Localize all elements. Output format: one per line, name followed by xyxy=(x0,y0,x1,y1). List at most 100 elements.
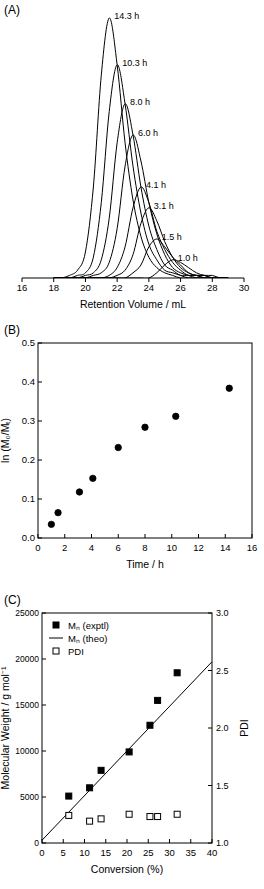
x-tick xyxy=(171,534,172,538)
series-line xyxy=(54,104,228,278)
data-point xyxy=(76,489,82,495)
panel: (B)0246810121416Time / h0.00.10.20.30.40… xyxy=(0,323,257,570)
series-line xyxy=(42,662,212,840)
x-tick-label: 20 xyxy=(80,282,91,293)
x-tick-label: 10 xyxy=(79,847,90,858)
x-tick-label: 25 xyxy=(143,847,154,858)
x-tick xyxy=(63,839,64,843)
y2-tick xyxy=(208,670,212,671)
x-tick-label: 12 xyxy=(193,542,204,553)
series-line xyxy=(54,260,228,278)
data-point xyxy=(147,814,153,820)
legend-label: PDI xyxy=(68,646,84,657)
y-tick xyxy=(42,843,46,844)
data-point xyxy=(55,509,61,515)
y2-tick xyxy=(208,728,212,729)
x-tick-label: 30 xyxy=(164,847,175,858)
data-point xyxy=(98,816,104,822)
y-tick xyxy=(38,421,42,422)
y-tick xyxy=(42,797,46,798)
y-tick-label: 0.2 xyxy=(22,454,35,465)
y-tick xyxy=(38,538,42,539)
y-tick-label: 10000 xyxy=(15,746,39,756)
y-tick xyxy=(42,659,46,660)
x-tick-label: 0 xyxy=(39,847,44,858)
x-tick xyxy=(118,534,119,538)
data-point xyxy=(155,697,161,703)
x-tick xyxy=(105,839,106,843)
x-tick-label: 16 xyxy=(17,282,28,293)
x-tick xyxy=(91,534,92,538)
panel-title: (A) xyxy=(4,3,20,17)
data-point xyxy=(98,767,104,773)
y-tick xyxy=(38,499,42,500)
data-point xyxy=(174,670,180,676)
x-tick-label: 30 xyxy=(239,282,250,293)
series-line xyxy=(54,187,228,278)
data-point xyxy=(142,424,148,430)
legend-marker xyxy=(53,648,59,654)
x-tick-label: 5 xyxy=(61,847,66,858)
x-tick-label: 15 xyxy=(100,847,111,858)
x-tick xyxy=(148,839,149,843)
panel-title: (B) xyxy=(4,323,20,337)
panel: (C)0510152025303540Conversion (%)0500010… xyxy=(0,593,250,875)
data-area xyxy=(54,18,228,278)
x-tick-label: 18 xyxy=(48,282,59,293)
x-tick-label: 10 xyxy=(166,542,177,553)
x-tick xyxy=(127,839,128,843)
x-tick xyxy=(64,534,65,538)
x-tick xyxy=(169,839,170,843)
x-tick-label: 14 xyxy=(220,542,231,553)
data-area xyxy=(48,385,232,528)
y-tick-label: 0.1 xyxy=(22,493,35,504)
legend-label: Mₙ (exptl) xyxy=(68,620,109,631)
y-tick-label: 15000 xyxy=(15,700,39,710)
data-point xyxy=(48,521,54,527)
x-tick xyxy=(190,839,191,843)
y2-tick-label: 1.0 xyxy=(216,838,229,848)
x-tick xyxy=(38,534,39,538)
data-point xyxy=(126,749,132,755)
trace-label: 3.1 h xyxy=(154,201,174,211)
x-tick-label: 35 xyxy=(185,847,196,858)
trace-label: 10.3 h xyxy=(122,58,147,68)
data-point xyxy=(173,413,179,419)
data-point xyxy=(90,475,96,481)
y2-tick-label: 2.5 xyxy=(216,666,229,676)
y-tick-label: 0.5 xyxy=(22,337,35,348)
x-axis-label: Time / h xyxy=(126,558,164,570)
y-tick xyxy=(42,751,46,752)
plot-frame xyxy=(38,343,252,538)
y-tick-label: 25000 xyxy=(15,608,39,618)
data-point xyxy=(87,818,93,824)
data-point xyxy=(155,814,161,820)
legend-label: Mₙ (theo) xyxy=(68,633,107,644)
series-line xyxy=(54,208,228,278)
series-line xyxy=(54,135,228,278)
x-tick xyxy=(252,534,253,538)
x-tick xyxy=(212,839,213,843)
y2-tick-label: 2.0 xyxy=(216,723,229,733)
data-area xyxy=(42,662,212,840)
y-tick-label: 0 xyxy=(34,838,39,848)
x-tick-label: 4 xyxy=(89,542,94,553)
data-point xyxy=(174,811,180,817)
legend-line xyxy=(49,638,63,639)
data-point xyxy=(66,793,72,799)
x-tick-label: 26 xyxy=(175,282,186,293)
x-tick-label: 24 xyxy=(144,282,155,293)
trace-label: 1.0 h xyxy=(178,253,198,263)
trace-label: 14.3 h xyxy=(114,11,139,21)
y2-tick xyxy=(208,785,212,786)
y-tick xyxy=(38,343,42,344)
y2-tick xyxy=(208,843,212,844)
x-tick-label: 28 xyxy=(207,282,218,293)
x-tick-label: 2 xyxy=(62,542,67,553)
x-tick xyxy=(84,839,85,843)
y-axis-label: Molecular Weight / g mol⁻¹ xyxy=(0,666,11,789)
x-tick xyxy=(198,534,199,538)
x-axis-label: Retention Volume / mL xyxy=(80,298,186,310)
data-point xyxy=(115,444,121,450)
series-line xyxy=(54,18,228,278)
